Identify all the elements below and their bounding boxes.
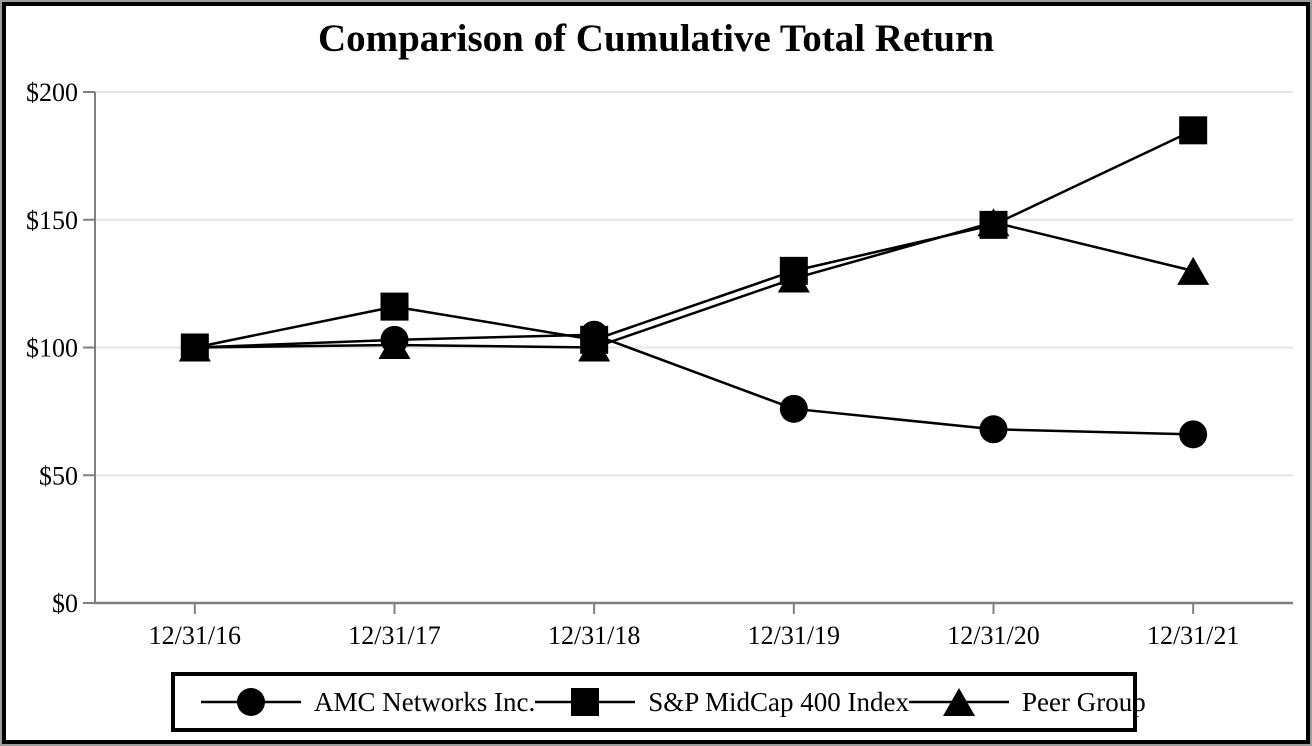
circle-marker bbox=[237, 688, 265, 716]
square-marker bbox=[1179, 116, 1208, 145]
y-axis-label: $200 bbox=[26, 78, 78, 107]
circle-legend-icon bbox=[201, 688, 301, 716]
circle-marker bbox=[1179, 420, 1208, 449]
x-axis-label: 12/31/16 bbox=[149, 621, 241, 650]
triangle-marker bbox=[977, 208, 1010, 237]
x-axis-label: 12/31/18 bbox=[548, 621, 640, 650]
triangle-marker bbox=[578, 333, 611, 362]
circle-marker bbox=[979, 415, 1008, 444]
chart-title: Comparison of Cumulative Total Return bbox=[317, 17, 995, 60]
x-axis-label: 12/31/17 bbox=[348, 621, 440, 650]
legend-label: Peer Group bbox=[1022, 686, 1146, 717]
x-axis-label: 12/31/19 bbox=[748, 621, 840, 650]
triangle-marker bbox=[378, 330, 411, 359]
y-axis-label: $150 bbox=[26, 206, 78, 235]
triangle-legend-icon bbox=[909, 688, 1009, 716]
triangle-marker bbox=[1177, 256, 1210, 285]
y-axis-label: $100 bbox=[26, 334, 78, 363]
y-axis-label: $0 bbox=[52, 589, 78, 618]
square-legend-icon bbox=[535, 688, 636, 716]
series-line bbox=[194, 221, 1194, 349]
triangle-marker bbox=[178, 333, 211, 362]
legend-label: AMC Networks Inc. bbox=[314, 686, 536, 717]
square-marker bbox=[571, 688, 600, 716]
circle-marker bbox=[779, 394, 808, 423]
legend: AMC Networks Inc. S&P MidCap 400 Index Pee… bbox=[171, 672, 1146, 732]
series-line bbox=[194, 333, 1194, 436]
triangle-marker bbox=[777, 264, 810, 293]
series-line bbox=[194, 129, 1194, 349]
legend-item: AMC Networks Inc. bbox=[201, 685, 535, 719]
legend-item: S&P MidCap 400 Index bbox=[535, 685, 909, 719]
legend-label: S&P MidCap 400 Index bbox=[648, 686, 909, 717]
square-marker bbox=[380, 292, 409, 321]
triangle-marker bbox=[943, 688, 975, 716]
legend-item: Peer Group bbox=[909, 685, 1146, 719]
x-axis-label: 12/31/21 bbox=[1147, 621, 1239, 650]
y-axis-label: $50 bbox=[39, 461, 78, 490]
x-axis-label: 12/31/20 bbox=[947, 621, 1039, 650]
